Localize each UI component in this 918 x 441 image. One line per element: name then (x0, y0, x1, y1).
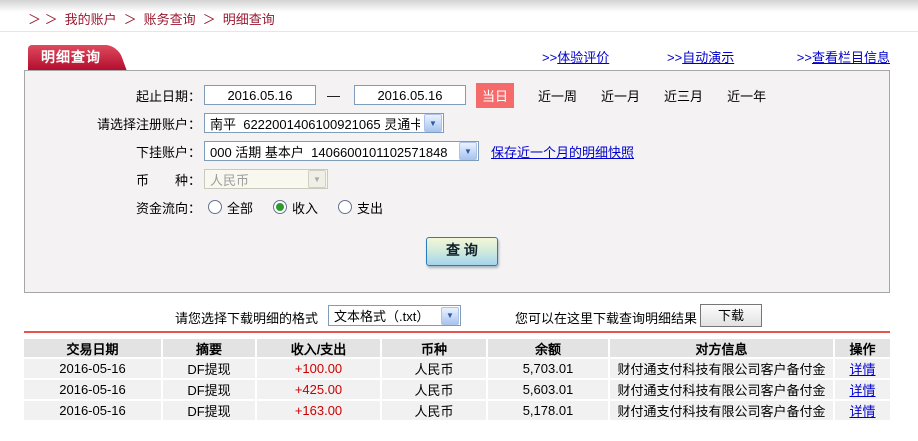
register-account-row: 请选择注册账户： 南平 6222001406100921065 灵通卡 ▼ (25, 112, 889, 134)
fund-flow-label: 资金流向： (135, 200, 201, 216)
cell-amount: +163.00 (257, 401, 382, 420)
cell-amount: +425.00 (257, 380, 382, 399)
save-snapshot-link[interactable]: 保存近一个月的明细快照 (491, 144, 635, 160)
cell-summary: DF提现 (163, 401, 257, 420)
currency-label: 币 种： (135, 172, 201, 188)
chevron-down-icon[interactable]: ▼ (424, 114, 442, 132)
breadcrumb-separator: ＞ (202, 12, 216, 27)
cell-summary: DF提现 (163, 380, 257, 399)
detail-link[interactable]: 详情 (849, 383, 876, 398)
radio-expense-icon[interactable] (338, 200, 353, 214)
download-button[interactable]: 下载 (700, 304, 762, 327)
table-row: 2016-05-16 DF提现 +425.00 人民币 5,603.01 财付通… (24, 380, 890, 399)
link-view-column-info[interactable]: >>查看栏目信息 (796, 50, 890, 65)
sub-account-label: 下挂账户： (135, 144, 201, 160)
radio-all-icon[interactable] (208, 200, 222, 214)
currency-row: 币 种： 人民币 ▼ (25, 168, 889, 190)
cell-counterparty: 财付通支付科技有限公司客户备付金 (610, 401, 835, 420)
flow-option-income-label: 收入 (292, 200, 319, 216)
radio-income-icon[interactable] (273, 200, 288, 214)
flow-option-expense-label: 支出 (357, 200, 384, 216)
header-summary: 摘要 (163, 339, 257, 357)
cell-date: 2016-05-16 (24, 401, 163, 420)
cell-currency: 人民币 (382, 359, 488, 378)
breadcrumb-item-account-query[interactable]: 账务查询 (143, 12, 196, 27)
chevron-down-icon[interactable]: ▼ (459, 142, 477, 160)
flow-option-income[interactable]: 收入 (273, 198, 318, 217)
table-row: 2016-05-16 DF提现 +100.00 人民币 5,703.01 财付通… (24, 359, 890, 378)
top-gradient-bar (0, 0, 918, 12)
query-form-panel: 起止日期： — 当日 近一周 近一月 近三月 近一年 请选择注册账户： 南平 6… (24, 70, 890, 293)
breadcrumb-item-my-account[interactable]: 我的账户 (64, 12, 117, 27)
download-format-label: 请您选择下载明细的格式 (174, 311, 318, 326)
register-account-label: 请选择注册账户： (96, 116, 201, 132)
register-account-select[interactable]: 南平 6222001406100921065 灵通卡 ▼ (204, 113, 444, 133)
flow-option-all[interactable]: 全部 (208, 198, 253, 217)
link-prefix: >> (542, 50, 558, 65)
quick-range-quarter[interactable]: 近三月 (664, 88, 704, 104)
cell-counterparty: 财付通支付科技有限公司客户备付金 (610, 380, 835, 399)
currency-value: 人民币 (210, 172, 250, 188)
quick-range-year[interactable]: 近一年 (727, 88, 767, 104)
cell-balance: 5,703.01 (488, 359, 610, 378)
cell-currency: 人民币 (382, 380, 488, 399)
download-format-select[interactable]: 文本格式（.txt） ▼ (328, 305, 461, 326)
date-range-dash: — (327, 87, 340, 103)
breadcrumb: ＞ ＞ 我的账户 ＞ 账务查询 ＞ 明细查询 (28, 9, 282, 28)
table-header-row: 交易日期 摘要 收入/支出 币种 余额 对方信息 操作 (24, 339, 890, 357)
breadcrumb-divider (0, 31, 918, 32)
breadcrumb-item-detail-query[interactable]: 明细查询 (222, 12, 275, 27)
detail-link[interactable]: 详情 (849, 404, 876, 419)
header-balance: 余额 (488, 339, 610, 357)
table-top-divider (24, 331, 890, 333)
header-amount: 收入/支出 (257, 339, 382, 357)
quick-range-week[interactable]: 近一周 (538, 88, 578, 104)
download-hint-text: 您可以在这里下载查询明细结果 (515, 311, 698, 326)
chevron-down-icon[interactable]: ▼ (441, 306, 459, 325)
tab-detail-query[interactable]: 明细查询 (28, 45, 107, 70)
quick-range-month[interactable]: 近一月 (601, 88, 641, 104)
cell-balance: 5,603.01 (488, 380, 610, 399)
header-date: 交易日期 (24, 339, 163, 357)
transaction-table: 交易日期 摘要 收入/支出 币种 余额 对方信息 操作 2016-05-16 D… (24, 339, 890, 422)
sub-account-value: 000 活期 基本户 1406600101102571848 (210, 144, 448, 160)
cell-balance: 5,178.01 (488, 401, 610, 420)
date-range-label: 起止日期： (135, 88, 201, 104)
sub-account-select[interactable]: 000 活期 基本户 1406600101102571848 ▼ (204, 141, 479, 161)
header-action: 操作 (835, 339, 890, 357)
detail-link[interactable]: 详情 (849, 362, 876, 377)
query-button[interactable]: 查 询 (426, 237, 498, 266)
cell-amount: +100.00 (257, 359, 382, 378)
cell-counterparty: 财付通支付科技有限公司客户备付金 (610, 359, 835, 378)
breadcrumb-prefix: ＞ ＞ (28, 12, 58, 27)
cell-currency: 人民币 (382, 401, 488, 420)
download-format-value: 文本格式（.txt） (334, 309, 430, 324)
flow-option-all-label: 全部 (227, 200, 254, 216)
header-counterparty: 对方信息 (610, 339, 835, 357)
cell-date: 2016-05-16 (24, 380, 163, 399)
today-badge[interactable]: 当日 (476, 82, 515, 108)
cell-date: 2016-05-16 (24, 359, 163, 378)
register-account-value: 南平 6222001406100921065 灵通卡 (210, 116, 420, 132)
link-auto-demo[interactable]: >>自动演示 (667, 50, 735, 65)
table-row: 2016-05-16 DF提现 +163.00 人民币 5,178.01 财付通… (24, 401, 890, 420)
link-prefix: >> (667, 50, 683, 65)
link-experience-rating[interactable]: >>体验评价 (542, 50, 610, 65)
chevron-down-icon: ▼ (308, 170, 326, 188)
fund-flow-row: 资金流向： 全部 收入 支出 (25, 196, 889, 218)
header-currency: 币种 (382, 339, 488, 357)
currency-select: 人民币 ▼ (204, 169, 328, 189)
cell-summary: DF提现 (163, 359, 257, 378)
date-to-input[interactable] (354, 85, 466, 105)
sub-account-row: 下挂账户： 000 活期 基本户 1406600101102571848 ▼ 保… (25, 140, 889, 162)
flow-option-expense[interactable]: 支出 (338, 198, 383, 217)
date-range-row: 起止日期： — 当日 近一周 近一月 近三月 近一年 (25, 82, 889, 108)
link-prefix: >> (796, 50, 812, 65)
breadcrumb-separator: ＞ (123, 12, 137, 27)
date-from-input[interactable] (204, 85, 316, 105)
